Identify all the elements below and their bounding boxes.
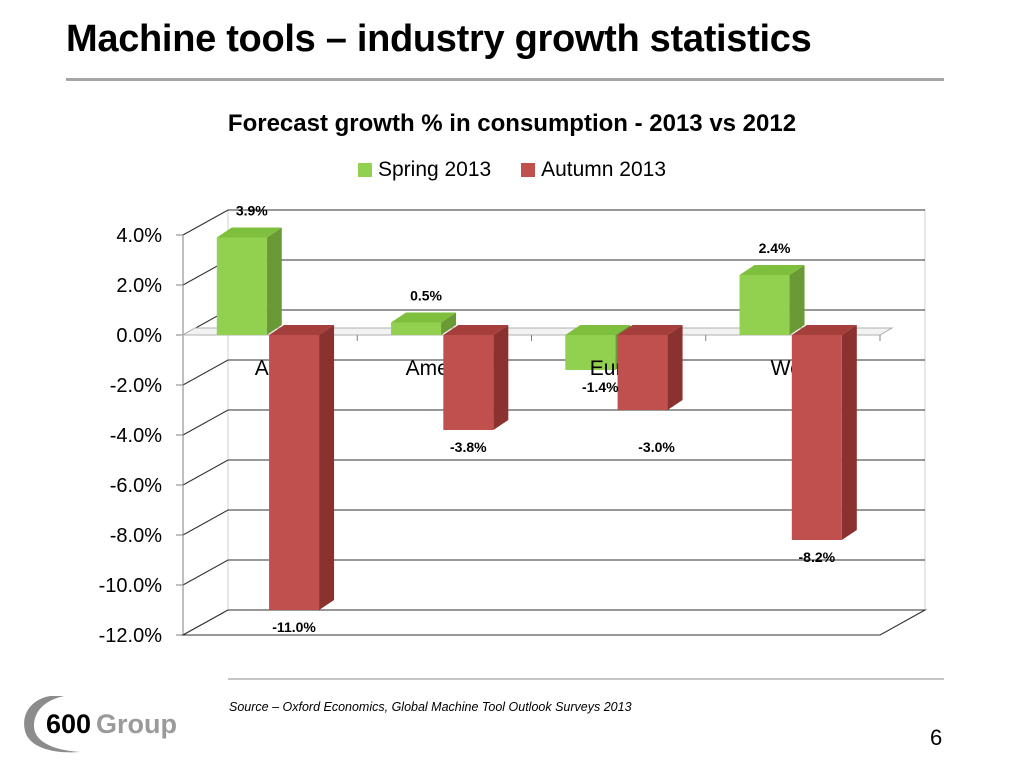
chart-floor <box>180 609 928 636</box>
company-logo: 600 Group <box>24 696 177 753</box>
y-tick-label: 0.0% <box>116 325 162 347</box>
bar-autumn-world <box>791 335 842 540</box>
bar-autumn-world-side <box>841 325 857 540</box>
gridline <box>182 209 925 236</box>
y-tick-label: -12.0% <box>99 625 163 647</box>
chart-title: Forecast growth % in consumption - 2013 … <box>227 110 797 137</box>
bar-spring-americas-side <box>441 312 457 335</box>
bar-autumn-world-top <box>791 325 857 335</box>
y-tick-label: -2.0% <box>110 375 162 397</box>
bar-autumn-americas <box>443 335 494 430</box>
legend-item-spring: Spring 2013 <box>357 158 492 182</box>
y-tick-label: -8.0% <box>110 525 162 547</box>
bar-autumn-americas-top <box>443 325 509 335</box>
page-number: 6 <box>930 725 943 750</box>
source-note: Source – Oxford Economics, Global Machin… <box>229 700 632 714</box>
data-label: -1.4% <box>582 379 619 395</box>
data-label: -3.8% <box>450 439 487 455</box>
data-label: 2.4% <box>759 240 791 256</box>
gridline <box>182 409 925 436</box>
bar-spring-europe <box>565 335 616 370</box>
bar-spring-asia-side <box>266 227 282 335</box>
gridline <box>182 359 925 386</box>
bar-autumn-europe-side <box>667 325 683 410</box>
gridline <box>182 559 925 586</box>
data-label: 3.9% <box>236 203 268 219</box>
legend-item-autumn: Autumn 2013 <box>521 158 666 182</box>
bar-spring-americas <box>391 322 442 335</box>
bar-spring-world-side <box>789 265 805 335</box>
chart-legend: Spring 2013 Autumn 2013 <box>0 158 1024 183</box>
bar-spring-world-top <box>739 265 805 275</box>
gridline <box>182 459 925 486</box>
bar-autumn-asia-side <box>319 325 335 610</box>
bar-spring-americas-top <box>391 312 457 323</box>
bar-spring-asia-top <box>216 227 282 238</box>
y-tick-label: -4.0% <box>110 425 162 447</box>
bar-autumn-asia <box>269 335 320 610</box>
footer-divider <box>228 678 944 680</box>
bar-spring-asia <box>216 237 267 335</box>
data-label: -11.0% <box>272 619 316 635</box>
y-tick-label: 2.0% <box>116 275 162 297</box>
bar-autumn-europe <box>617 335 668 410</box>
legend-label-autumn: Autumn 2013 <box>541 158 667 181</box>
gridline <box>182 509 925 536</box>
bar-autumn-americas-side <box>493 325 509 430</box>
slide-title: Machine tools – industry growth statisti… <box>66 18 812 60</box>
bar-autumn-europe-top <box>617 325 683 335</box>
legend-swatch-spring <box>357 163 372 177</box>
data-label: 0.5% <box>410 288 442 304</box>
legend-swatch-autumn <box>521 163 536 177</box>
bar-spring-world <box>739 275 790 335</box>
svg-text:600: 600 <box>46 709 91 739</box>
data-label: -8.2% <box>799 549 836 565</box>
svg-text:Group: Group <box>96 709 177 739</box>
y-tick-label: 4.0% <box>116 225 162 247</box>
data-label: -3.0% <box>638 439 675 455</box>
title-divider <box>66 78 944 81</box>
legend-label-spring: Spring 2013 <box>377 158 492 181</box>
bar-spring-europe-top <box>565 325 631 335</box>
y-tick-label: -6.0% <box>110 475 162 497</box>
y-tick-label: -10.0% <box>99 575 163 597</box>
bar-autumn-asia-top <box>269 325 335 335</box>
